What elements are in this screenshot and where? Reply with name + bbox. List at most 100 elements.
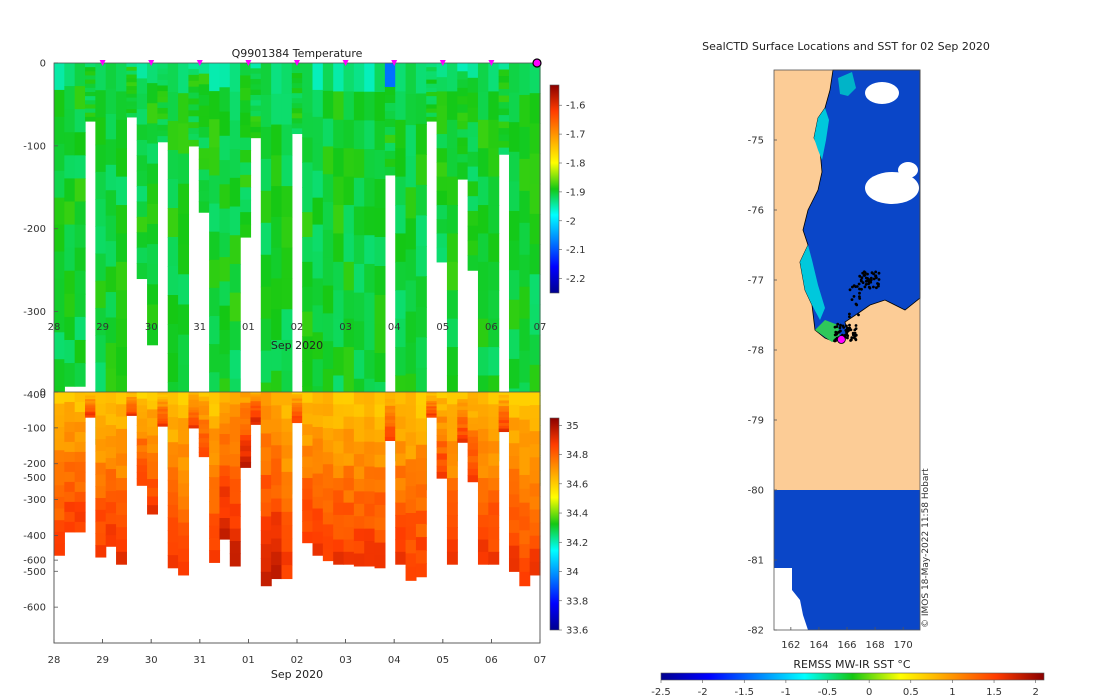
profile-cell	[271, 538, 283, 553]
profile-cell	[167, 555, 179, 569]
profile-column	[364, 392, 376, 567]
profile-cell	[477, 404, 489, 418]
profile-cell	[229, 63, 241, 93]
profile-cell	[136, 478, 148, 486]
map-latitude-axis: -75-76-77-78-79-80-81-82	[748, 136, 777, 637]
profile-cell	[322, 118, 334, 148]
profile-cell	[353, 416, 365, 430]
profile-cell	[260, 502, 272, 518]
profile-cell	[209, 203, 221, 233]
profile-cell	[250, 401, 262, 405]
surface-markers	[99, 58, 542, 68]
coastal-water-south	[800, 245, 825, 320]
profile-cell	[333, 514, 345, 528]
profile-cell	[395, 205, 407, 235]
profile-cell	[167, 417, 179, 431]
profile-cell	[250, 121, 262, 128]
profile-cell	[529, 405, 541, 419]
profile-cell	[64, 293, 76, 318]
lon-tick-label: 166	[837, 640, 856, 651]
profile-cell	[126, 97, 138, 103]
profile-cell	[415, 215, 427, 247]
profile-cell	[519, 286, 531, 320]
profile-cell	[260, 254, 272, 288]
profile-cell	[260, 222, 272, 256]
profile-cell	[374, 150, 386, 180]
profile-cell	[54, 520, 65, 533]
profile-cell	[467, 225, 479, 242]
profile-cell	[74, 201, 86, 226]
profile-cell	[395, 233, 407, 263]
profile-cell	[136, 405, 148, 413]
profile-location-dot	[854, 334, 857, 337]
profile-cell	[457, 79, 469, 89]
profile-cell	[415, 93, 427, 125]
profile-cell	[384, 166, 396, 176]
profile-cell	[353, 321, 365, 351]
profile-column	[395, 392, 407, 565]
profile-cell	[302, 488, 314, 501]
profile-cell	[519, 502, 531, 518]
profile-cell	[95, 462, 107, 476]
profile-cell	[322, 524, 334, 538]
profile-cell	[147, 284, 158, 306]
profile-location-dot	[849, 328, 853, 332]
profile-cell	[105, 88, 117, 115]
profile-cell	[157, 409, 169, 413]
profile-cell	[457, 87, 469, 97]
profile-cell	[250, 405, 262, 409]
cloud-mask-2	[865, 172, 919, 204]
profile-cell	[85, 92, 96, 97]
profile-cell	[64, 392, 76, 403]
sst-tick-label: 1	[949, 687, 955, 698]
profile-cell	[508, 122, 520, 153]
profile-cell	[147, 426, 158, 437]
profile-location-dot	[852, 284, 856, 287]
sst-tick-label: -0.5	[818, 687, 838, 698]
profile-cell	[405, 94, 417, 126]
profile-cell	[116, 465, 127, 479]
profile-location-dot	[855, 303, 859, 307]
profile-cell	[116, 205, 127, 235]
profile-cell	[477, 148, 489, 178]
salinity-profiles	[54, 392, 541, 587]
profile-cell	[488, 290, 500, 320]
profile-cell	[322, 452, 334, 465]
profile-cell	[229, 553, 241, 567]
profile-cell	[415, 418, 427, 433]
profile-cell	[167, 392, 179, 406]
profile-cell	[240, 174, 252, 188]
profile-cell	[343, 551, 355, 565]
lon-tick-label: 170	[894, 640, 913, 651]
profile-cell	[95, 253, 107, 282]
surface-marker	[488, 60, 495, 66]
profile-cell	[488, 441, 500, 455]
profile-cell	[198, 451, 210, 458]
profile-cell	[436, 77, 448, 92]
profile-column	[291, 63, 303, 135]
profile-cell	[436, 63, 448, 78]
profile-cell	[95, 450, 107, 464]
profile-cell	[95, 226, 107, 255]
sst-colorbar	[661, 673, 1044, 680]
lat-tick-label: -78	[748, 346, 764, 357]
profile-cell	[312, 415, 324, 428]
profile-cell	[395, 551, 407, 565]
profile-cell	[85, 67, 96, 72]
profile-cell	[488, 205, 500, 235]
temperature-profiles	[54, 63, 541, 512]
profile-cell	[333, 318, 345, 348]
profile-cell	[353, 63, 365, 93]
surface-marker	[245, 60, 252, 66]
profile-column	[250, 63, 262, 139]
profile-cell	[333, 63, 345, 93]
profile-cell	[384, 436, 396, 442]
profile-cell	[405, 418, 417, 433]
profile-cell	[353, 553, 365, 567]
profile-cell	[498, 63, 510, 71]
profile-cell	[395, 539, 407, 553]
profile-cell	[508, 545, 520, 560]
x-tick-label: 31	[193, 322, 206, 333]
profile-cell	[457, 413, 469, 418]
profile-cell	[519, 571, 531, 587]
